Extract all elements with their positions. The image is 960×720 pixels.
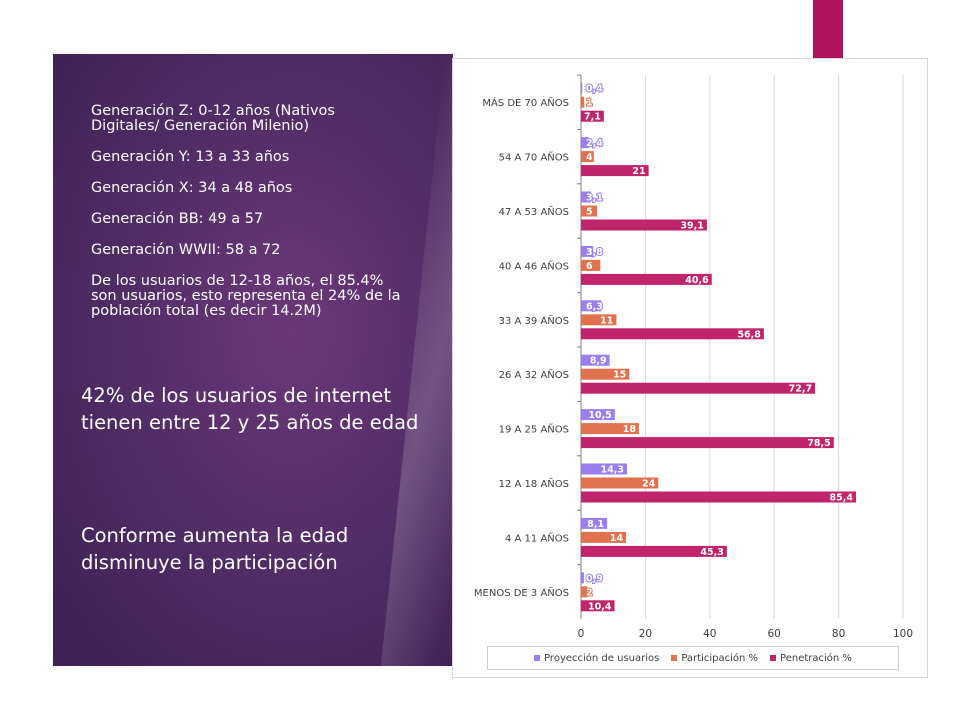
bar-participacion: [581, 259, 601, 271]
x-tick-label: 0: [578, 628, 585, 640]
chart-frame: 0 20 40 60 80 100 MÁS DE 70 AÑOS 0,4 1 7,1 54 A 70…: [452, 58, 928, 678]
bar-proyeccion: [581, 82, 583, 94]
bullet-list: Generación Z: 0-12 años (Nativos Digital…: [91, 104, 401, 335]
data-label-proyeccion: 0,9: [586, 573, 603, 584]
bar-participacion: [581, 205, 598, 217]
data-label-penetracion: 40,6: [685, 275, 709, 286]
bar-proyeccion: [581, 463, 628, 475]
bar-participacion: [581, 586, 588, 598]
statement-participation: Conforme aumenta la edad disminuye la pa…: [81, 524, 349, 574]
legend-label-proyeccion: Proyección de usuarios: [544, 652, 660, 664]
bar-participacion: [581, 423, 639, 435]
legend-label-penetracion: Penetración %: [780, 652, 852, 664]
bar-participacion: [581, 151, 594, 163]
bar-proyeccion: [581, 137, 589, 149]
bar-penetracion: [581, 382, 816, 394]
data-label-participacion: 11: [600, 315, 613, 326]
bar-penetracion: [581, 491, 856, 503]
category-label: 12 A 18 AÑOS: [499, 477, 569, 490]
data-label-participacion: 6: [586, 261, 593, 272]
legend-swatch-penetracion: [770, 655, 777, 661]
data-label-proyeccion: 8,9: [590, 356, 607, 367]
category-label: 40 A 46 AÑOS: [499, 259, 569, 272]
data-label-penetracion: 21: [632, 166, 645, 177]
category-label: 54 A 70 AÑOS: [499, 151, 569, 164]
data-label-proyeccion: 10,5: [588, 410, 611, 421]
data-label-participacion: 1: [586, 98, 593, 109]
data-label-penetracion: 56,8: [737, 329, 761, 340]
bar-participacion: [581, 477, 659, 489]
bar-penetracion: [581, 273, 712, 285]
bar-penetracion: [581, 328, 764, 340]
bar-participacion: [581, 314, 617, 326]
bar-penetracion: [581, 110, 604, 122]
bar-proyeccion: [581, 572, 584, 584]
data-label-proyeccion: 6,3: [586, 301, 603, 312]
bar-chart: 0 20 40 60 80 100 MÁS DE 70 AÑOS 0,4 1 7,1 54 A 70…: [474, 74, 913, 640]
data-label-participacion: 2: [586, 587, 593, 598]
bar-proyeccion: [581, 191, 591, 203]
data-label-participacion: 24: [642, 479, 656, 490]
data-label-penetracion: 10,4: [588, 601, 612, 612]
bullet-gen-y: Generación Y: 13 a 33 años: [91, 149, 290, 165]
bar-penetracion: [581, 545, 727, 557]
bar-proyeccion: [581, 300, 602, 312]
legend-item-proyeccion: Proyección de usuarios: [534, 653, 659, 664]
data-label-penetracion: 78,5: [807, 438, 830, 449]
bar-penetracion: [581, 600, 615, 612]
bullet-gen-z: Generación Z: 0-12 años (Nativos Digital…: [91, 103, 335, 134]
x-tick-label: 20: [639, 628, 652, 640]
bullet-users-12-18: De los usuarios de 12-18 años, el 85.4% …: [91, 273, 401, 319]
data-label-penetracion: 39,1: [680, 221, 703, 232]
data-label-proyeccion: 8,1: [587, 519, 604, 530]
legend-label-participacion: Participación %: [681, 652, 759, 664]
x-tick-label: 40: [703, 628, 716, 640]
x-tick-label: 100: [893, 628, 913, 640]
bullet-gen-wwii: Generación WWII: 58 a 72: [91, 242, 281, 258]
text-panel: Generación Z: 0-12 años (Nativos Digital…: [53, 54, 453, 666]
data-label-penetracion: 72,7: [789, 384, 812, 395]
data-label-proyeccion: 3,1: [586, 193, 603, 204]
data-label-penetracion: 45,3: [700, 547, 723, 558]
bar-penetracion: [581, 165, 649, 177]
data-label-proyeccion: 2,4: [586, 138, 603, 149]
accent-bar: [813, 0, 843, 60]
bar-penetracion: [581, 437, 834, 449]
bar-proyeccion: [581, 354, 610, 366]
data-label-participacion: 15: [613, 370, 626, 381]
legend-item-penetracion: Penetración %: [770, 653, 852, 664]
bullet-gen-x: Generación X: 34 a 48 años: [91, 180, 293, 196]
data-label-participacion: 5: [586, 207, 593, 218]
bar-proyeccion: [581, 245, 594, 257]
category-label: MÁS DE 70 AÑOS: [482, 96, 569, 109]
bar-participacion: [581, 96, 585, 108]
data-label-penetracion: 85,4: [830, 493, 854, 504]
x-tick-label: 80: [832, 628, 845, 640]
data-label-participacion: 14: [610, 533, 624, 544]
category-label: MENOS DE 3 AÑOS: [474, 586, 569, 599]
bar-participacion: [581, 531, 627, 543]
category-label: 47 A 53 AÑOS: [499, 205, 569, 218]
bar-proyeccion: [581, 409, 615, 421]
legend-swatch-proyeccion: [534, 655, 541, 661]
legend-item-participacion: Participación %: [671, 653, 758, 664]
bar-proyeccion: [581, 517, 608, 529]
bullet-gen-bb: Generación BB: 49 a 57: [91, 211, 264, 227]
data-label-proyeccion: 0,4: [586, 84, 603, 95]
data-label-participacion: 4: [586, 152, 593, 163]
data-label-proyeccion: 14,3: [601, 465, 624, 476]
category-label: 4 A 11 AÑOS: [505, 531, 569, 544]
x-tick-label: 60: [768, 628, 781, 640]
category-label: 26 A 32 AÑOS: [499, 368, 569, 381]
statement-42-percent: 42% de los usuarios de internet tienen e…: [81, 384, 419, 434]
data-label-participacion: 18: [623, 424, 637, 435]
category-label: 19 A 25 AÑOS: [499, 423, 569, 436]
legend-swatch-participacion: [671, 655, 678, 661]
data-label-proyeccion: 3,8: [586, 247, 603, 258]
chart-legend: Proyección de usuarios Participación % P…: [487, 646, 899, 670]
bar-penetracion: [581, 219, 707, 231]
data-label-penetracion: 7,1: [584, 112, 601, 123]
category-label: 33 A 39 AÑOS: [499, 314, 569, 327]
bar-participacion: [581, 368, 630, 380]
